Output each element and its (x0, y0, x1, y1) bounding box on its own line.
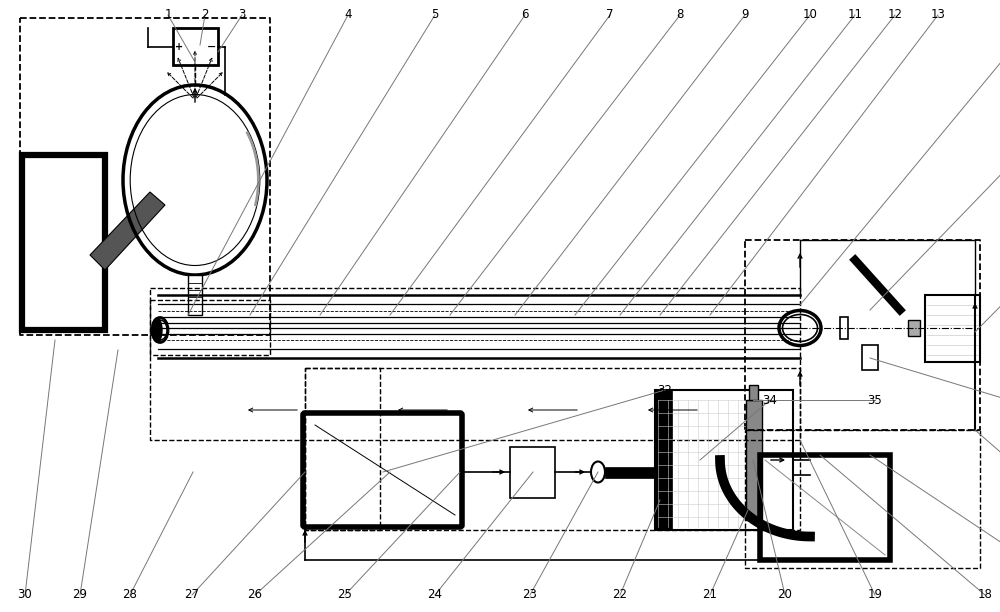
Text: 27: 27 (184, 589, 200, 602)
Ellipse shape (152, 318, 162, 342)
Text: 34: 34 (763, 394, 777, 406)
Text: 35: 35 (868, 394, 882, 406)
Text: 24: 24 (427, 589, 442, 602)
Text: 30: 30 (18, 589, 32, 602)
Polygon shape (655, 390, 672, 530)
Text: 11: 11 (848, 9, 863, 21)
Polygon shape (90, 192, 165, 270)
Text: 23: 23 (523, 589, 537, 602)
Text: 25: 25 (338, 589, 352, 602)
Text: 7: 7 (606, 9, 614, 21)
Polygon shape (746, 400, 762, 520)
Text: 8: 8 (676, 9, 684, 21)
Polygon shape (605, 467, 660, 478)
Text: 5: 5 (431, 9, 439, 21)
Text: 29: 29 (72, 589, 88, 602)
Text: 2: 2 (201, 9, 209, 21)
Text: 26: 26 (247, 589, 262, 602)
Text: +: + (175, 42, 183, 52)
Text: 3: 3 (238, 9, 246, 21)
Text: 19: 19 (868, 589, 883, 602)
Text: 1: 1 (164, 9, 172, 21)
Polygon shape (908, 320, 920, 336)
Text: 4: 4 (344, 9, 352, 21)
Text: 12: 12 (888, 9, 902, 21)
Text: 10: 10 (803, 9, 817, 21)
Polygon shape (188, 275, 202, 315)
Text: 18: 18 (978, 589, 992, 602)
Text: 22: 22 (612, 589, 628, 602)
Text: 9: 9 (741, 9, 749, 21)
Text: 21: 21 (702, 589, 718, 602)
Text: −: − (207, 42, 216, 52)
Text: 6: 6 (521, 9, 529, 21)
Text: 32: 32 (658, 384, 672, 397)
Text: 28: 28 (123, 589, 137, 602)
Text: 13: 13 (931, 9, 945, 21)
Polygon shape (749, 385, 758, 400)
Text: 20: 20 (778, 589, 792, 602)
